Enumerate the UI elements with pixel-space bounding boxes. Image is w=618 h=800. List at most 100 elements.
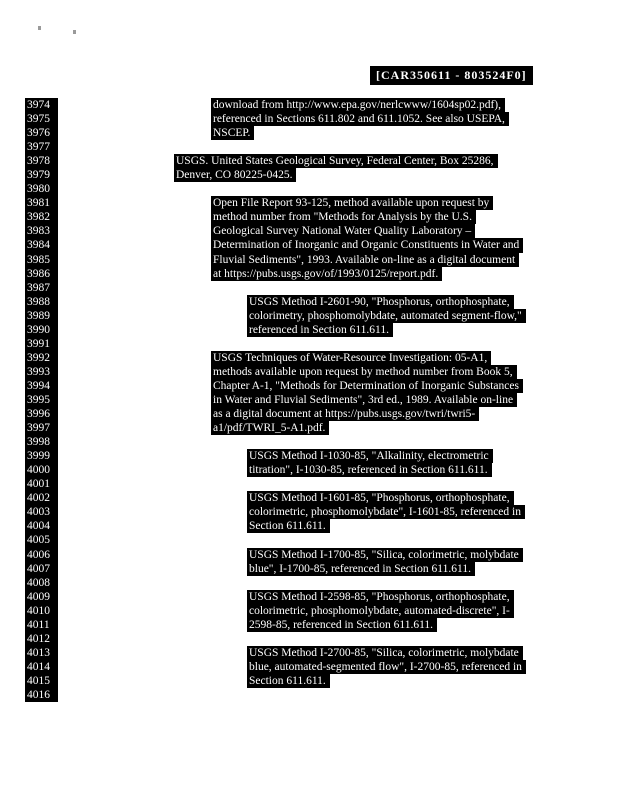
line-number: 4000 [25,463,58,478]
line-text: 2598-85, referenced in Section 611.611. [247,617,438,632]
line-text: USGS Techniques of Water-Resource Invest… [211,350,492,365]
document-line: 4011 2598-85, referenced in Section 611.6… [0,617,618,632]
line-number: 4013 [25,645,58,660]
line-number: 3984 [25,238,58,253]
document-line: 4013 USGS Method I-2700-85, "Silica, colo… [0,645,618,660]
bates-stamp: [CAR350611 - 803524F0] [370,66,533,85]
document-line: 3979 Denver, CO 80225-0425. [0,168,618,183]
scan-artifact [38,26,41,30]
line-number: 3977 [25,140,58,155]
line-text: NSCEP. [211,126,255,141]
document-line: 4012 [0,631,618,646]
document-line: 4004 Section 611.611. [0,519,618,534]
line-number: 3989 [25,308,58,323]
line-number: 4006 [25,547,58,562]
line-number: 3976 [25,126,58,141]
document-line: 3997 a1/pdf/TWRI_5-A1.pdf. [0,421,618,436]
line-number: 3990 [25,322,58,337]
line-number: 4015 [25,673,58,688]
line-number: 3978 [25,154,58,169]
line-number: 4002 [25,491,58,506]
line-text: colorimetry, phosphomolybdate, automated… [247,308,526,323]
line-number: 3988 [25,294,58,309]
line-number: 3981 [25,196,58,211]
line-text: USGS Method I-2700-85, "Silica, colorime… [247,645,523,660]
line-text: USGS. United States Geological Survey, F… [174,154,498,169]
line-text: in Water and Fluvial Sediments", 3rd ed.… [211,392,518,408]
line-number: 3975 [25,112,58,127]
document-line: 3976 NSCEP. [0,126,618,141]
document-line: 3974 download from http://www.epa.gov/ner… [0,98,618,113]
document-line: 3975 referenced in Sections 611.802 and 6… [0,112,618,127]
document-line: 4000 titration", I-1030-85, referenced in… [0,463,618,478]
document-line: 3996 as a digital document at https://pub… [0,407,618,422]
line-text: Chapter A-1, "Methods for Determination … [211,378,523,393]
line-text: USGS Method I-2601-90, "Phosphorus, orth… [247,294,514,309]
document-line: 3989 colorimetry, phosphomolybdate, autom… [0,308,618,323]
document-line: 3999 USGS Method I-1030-85, "Alkalinity, … [0,449,618,464]
document-line: 3984 Determination of Inorganic and Organ… [0,238,618,253]
line-text: referenced in Sections 611.802 and 611.1… [211,112,509,127]
document-line: 3983 Geological Survey National Water Qua… [0,224,618,239]
document-line: 3985 Fluvial Sediments", 1993. Available … [0,252,618,267]
line-text: Geological Survey National Water Quality… [211,224,476,239]
line-number: 3987 [25,280,58,295]
line-number: 4003 [25,505,58,520]
line-number: 4011 [25,617,58,632]
line-number: 3974 [25,98,58,113]
line-number: 3999 [25,449,58,464]
line-text: Determination of Inorganic and Organic C… [211,238,524,253]
line-text: USGS Method I-2598-85, "Phosphorus, orth… [247,589,514,604]
line-number: 3979 [25,168,58,183]
line-text: Fluvial Sediments", 1993. Available on-l… [211,252,520,267]
line-text: Section 611.611. [247,519,330,534]
document-line: 4006 USGS Method I-1700-85, "Silica, colo… [0,547,618,562]
line-number: 4014 [25,659,58,674]
scan-artifact [73,30,76,34]
document-line: 3992 USGS Techniques of Water-Resource In… [0,350,618,365]
line-number: 3998 [25,435,58,450]
line-number: 3983 [25,224,58,239]
line-text: a1/pdf/TWRI_5-A1.pdf. [211,421,330,436]
line-text: USGS Method I-1030-85, "Alkalinity, elec… [247,449,493,464]
line-number: 4010 [25,603,58,618]
document-line: 3978 USGS. United States Geological Surve… [0,154,618,169]
line-number: 3995 [25,392,58,408]
document-line: 4003 colorimetric, phosphomolybdate", I-1… [0,505,618,520]
line-text: USGS Method I-1700-85, "Silica, colorime… [247,547,523,562]
line-text: download from http://www.epa.gov/nerlcww… [211,98,505,113]
line-number: 3991 [25,336,58,351]
line-text: colorimetric, phosphomolybdate, automate… [247,603,514,618]
line-number: 4007 [25,561,58,576]
document-line: 3987 [0,280,618,295]
document-line: 3988 USGS Method I-2601-90, "Phosphorus, … [0,294,618,309]
line-number: 3993 [25,364,58,379]
line-number: 4008 [25,575,58,590]
line-text: blue", I-1700-85, referenced in Section … [247,561,475,576]
line-number: 4009 [25,589,58,604]
document-line: 3982 method number from "Methods for Anal… [0,210,618,225]
line-number: 3980 [25,182,58,197]
line-number: 3986 [25,266,58,281]
document-line: 3990 referenced in Section 611.611. [0,322,618,337]
line-number: 4005 [25,533,58,548]
line-number: 3997 [25,421,58,436]
line-text: Open File Report 93-125, method availabl… [211,196,494,211]
document-line: 3977 [0,140,618,155]
document-line: 4002 USGS Method I-1601-85, "Phosphorus, … [0,491,618,506]
document-line: 4008 [0,575,618,590]
line-text: USGS Method I-1601-85, "Phosphorus, orth… [247,491,514,506]
line-text: method number from "Methods for Analysis… [211,210,476,225]
document-line: 4010 colorimetric, phosphomolybdate, auto… [0,603,618,618]
document-line: 3981 Open File Report 93-125, method avai… [0,196,618,211]
line-number: 3996 [25,407,58,422]
line-number: 3992 [25,350,58,365]
document-line: 4009 USGS Method I-2598-85, "Phosphorus, … [0,589,618,604]
line-text: colorimetric, phosphomolybdate", I-1601-… [247,505,525,520]
line-number: 3982 [25,210,58,225]
line-number: 4001 [25,477,58,492]
document-line: 3980 [0,182,618,197]
document-line: 3986 at https://pubs.usgs.gov/of/1993/012… [0,266,618,281]
line-text: as a digital document at https://pubs.us… [211,407,480,422]
